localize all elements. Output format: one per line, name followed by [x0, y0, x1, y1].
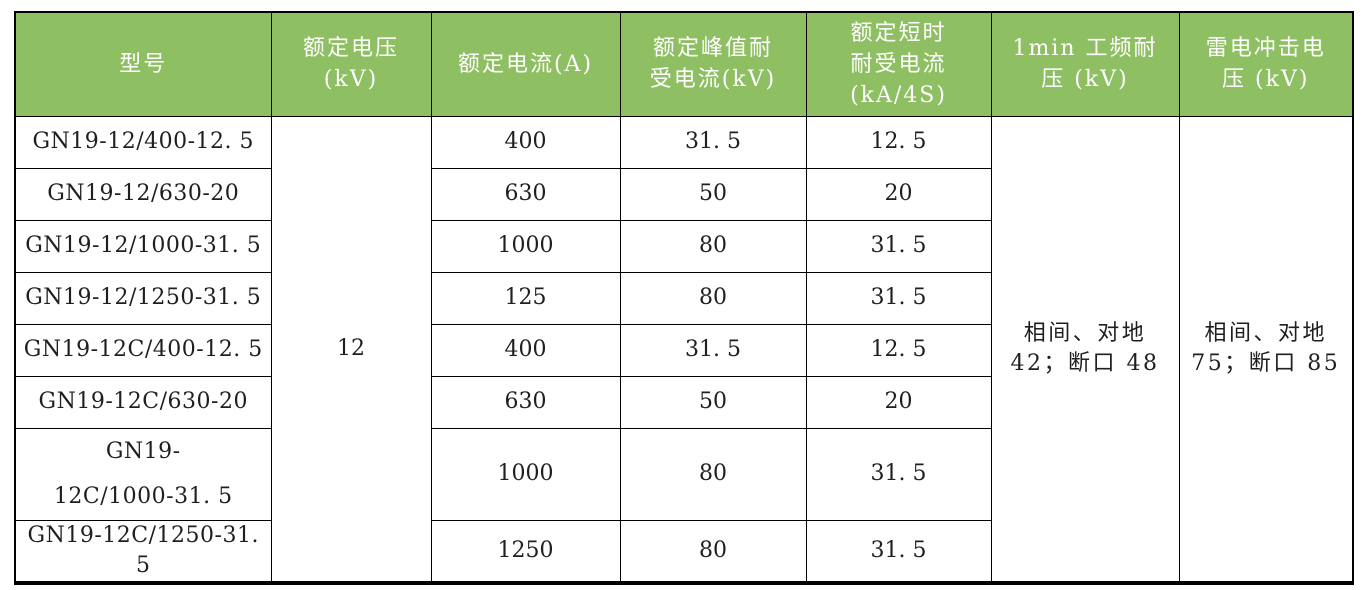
spec-table: 型号 额定电压 (kV) 额定电流(A) 额定峰值耐 受电流(kV) 额定短时 … [14, 11, 1354, 585]
rated-current-cell: 1250 [430, 519, 621, 583]
header-row: 型号 额定电压 (kV) 额定电流(A) 额定峰值耐 受电流(kV) 额定短时 … [14, 11, 1354, 117]
table-row: GN19- 12C/1000-31. 5 1000 80 31. 5 [14, 427, 1353, 521]
power-freq-merged-cell: 相间、对地 42；断口 48 [990, 115, 1180, 583]
rated-voltage-merged-cell: 12 [270, 115, 432, 583]
peak-withstand-cell: 50 [619, 167, 807, 221]
rated-current-cell: 630 [430, 375, 621, 429]
header-cell-power-freq-withstand: 1min 工频耐 压 (kV) [990, 11, 1180, 117]
rated-current-cell: 125 [430, 271, 621, 325]
short-time-withstand-cell: 31. 5 [805, 427, 992, 521]
table-row: GN19-12C/630-20 630 50 20 [14, 375, 1353, 429]
short-time-withstand-cell: 31. 5 [805, 271, 992, 325]
peak-withstand-cell: 31. 5 [619, 323, 807, 377]
peak-withstand-cell: 80 [619, 427, 807, 521]
peak-withstand-cell: 80 [619, 271, 807, 325]
model-cell: GN19-12C/630-20 [14, 375, 272, 429]
short-time-withstand-cell: 12. 5 [805, 323, 992, 377]
table-row: GN19-12/1000-31. 5 1000 80 31. 5 [14, 219, 1353, 273]
header-cell-peak-withstand: 额定峰值耐 受电流(kV) [619, 11, 807, 117]
header-cell-model: 型号 [14, 11, 272, 117]
table-row: GN19-12/1250-31. 5 125 80 31. 5 [14, 271, 1353, 325]
header-cell-rated-voltage: 额定电压 (kV) [270, 11, 432, 117]
peak-withstand-cell: 80 [619, 519, 807, 583]
model-cell: GN19-12C/1250-31. 5 [14, 519, 272, 583]
table-row: GN19-12/630-20 630 50 20 [14, 167, 1353, 221]
table-row: GN19-12/400-12. 5 12 400 31. 5 12. 5 相间、… [14, 115, 1354, 583]
rated-current-cell: 400 [430, 115, 621, 169]
short-time-withstand-cell: 31. 5 [805, 519, 992, 583]
table-row: GN19-12C/400-12. 5 400 31. 5 12. 5 [14, 323, 1353, 377]
rated-current-cell: 630 [430, 167, 621, 221]
table-row: GN19-12C/1250-31. 5 1250 80 31. 5 [14, 519, 1353, 583]
model-cell: GN19-12/630-20 [14, 167, 272, 221]
short-time-withstand-cell: 12. 5 [805, 115, 992, 169]
peak-withstand-cell: 80 [619, 219, 807, 273]
rated-current-cell: 400 [430, 323, 621, 377]
peak-withstand-cell: 50 [619, 375, 807, 429]
rated-current-cell: 1000 [430, 219, 621, 273]
model-cell: GN19-12/1000-31. 5 [14, 219, 272, 273]
header-cell-rated-current: 额定电流(A) [430, 11, 621, 117]
short-time-withstand-cell: 20 [805, 167, 992, 221]
header-cell-lightning-impulse: 雷电冲击电 压 (kV) [1178, 11, 1354, 117]
short-time-withstand-cell: 31. 5 [805, 219, 992, 273]
model-cell: GN19-12C/400-12. 5 [14, 323, 272, 377]
header-cell-short-time-withstand: 额定短时 耐受电流 (kA/4S) [805, 11, 992, 117]
model-cell: GN19- 12C/1000-31. 5 [14, 427, 272, 521]
model-cell: GN19-12/400-12. 5 [14, 115, 272, 169]
lightning-impulse-merged-cell: 相间、对地 75；断口 85 [1178, 115, 1354, 583]
short-time-withstand-cell: 20 [805, 375, 992, 429]
peak-withstand-cell: 31. 5 [619, 115, 807, 169]
model-cell: GN19-12/1250-31. 5 [14, 271, 272, 325]
rated-current-cell: 1000 [430, 427, 621, 521]
